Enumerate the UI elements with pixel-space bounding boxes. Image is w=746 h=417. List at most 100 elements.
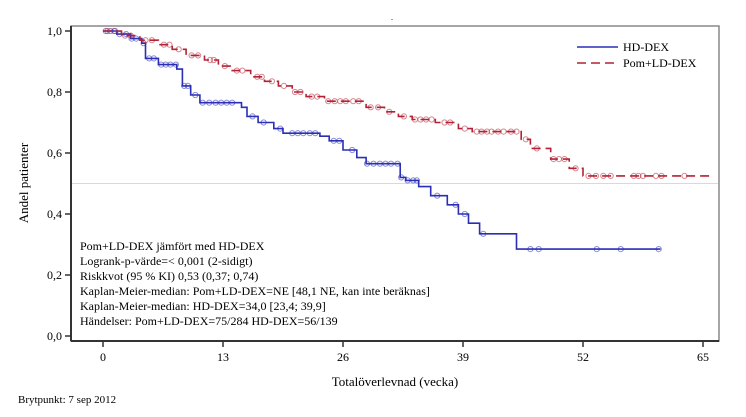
censor-mark [148,37,155,44]
censor-mark [461,125,468,132]
censor-mark [500,128,507,135]
censor-mark [461,210,468,218]
km-curve-pom-ld-dex [103,30,713,177]
annotation-line: Kaplan-Meier-median: Pom+LD-DEX=NE [48,1… [80,284,430,298]
censor-mark [162,61,169,68]
censor-mark [600,172,607,179]
censor-mark [280,82,287,90]
censor-mark [336,137,343,144]
censor-mark [172,61,179,68]
censor-mark [206,99,213,106]
series-pom-ld-dex [103,27,713,179]
censor-mark [428,116,435,123]
annotation-line: Pom+LD-DEX jämfört med HD-DEX [80,239,265,253]
x-tick-label: 39 [457,350,469,364]
censor-mark [483,128,491,135]
y-tick-label: 1,0 [47,24,62,38]
censor-mark [522,136,529,143]
censor-mark [607,172,614,179]
censor-mark [166,41,173,48]
censor-mark [386,108,393,115]
censor-mark [260,119,267,126]
censor-mark [184,82,191,90]
x-axis-title: Totalöverlevnad (vecka) [332,374,459,389]
annotation-line: Kaplan-Meier-median: HD-DEX=34,0 [23,4; … [80,299,326,313]
censor-mark [480,230,487,237]
censor-mark [635,172,642,179]
censor-mark [111,27,118,35]
y-tick-label: 0,8 [47,85,62,99]
censor-mark [239,67,246,74]
series-hd-dex [102,27,662,253]
y-tick-label: 0,6 [47,146,62,160]
censor-mark [652,172,660,179]
censor-mark [655,246,662,253]
censor-mark [210,56,217,64]
censor-mark [452,201,459,208]
x-tick-label: 13 [217,350,229,364]
censor-mark [254,73,261,80]
censor-mark [630,172,637,179]
censor-mark [617,246,624,253]
km-curve-hd-dex [103,30,661,250]
censor-mark [681,172,688,179]
censor-mark [300,130,307,137]
censor-mark [175,46,182,53]
censor-mark [355,98,362,105]
x-tick-label: 26 [337,350,349,364]
censor-mark [104,27,111,35]
legend: HD-DEX Pom+LD-DEX [577,40,697,70]
censor-mark [592,172,600,179]
censor-mark [398,174,405,181]
censor-mark [142,37,149,44]
censor-mark [127,32,134,39]
censor-mark [181,82,188,90]
legend-label-pom-ld-dex: Pom+LD-DEX [623,56,697,70]
censor-mark [413,177,420,184]
censor-mark [363,160,371,167]
censor-mark [146,55,153,62]
x-tick-label: 65 [697,350,709,364]
chart-title: . [391,13,393,22]
censor-mark [394,160,401,167]
y-tick-label: 0,4 [47,207,62,221]
annotation-line: Logrank-p-värde=< 0,001 (2-sidigt) [80,254,253,268]
y-axis-title: Andel patienter [16,142,31,223]
censor-mark [133,35,140,42]
censor-mark [639,172,647,179]
censor-mark [268,78,275,85]
censor-mark [229,99,236,106]
censor-mark [277,125,284,132]
censor-mark [314,93,321,100]
censor-mark [535,246,542,253]
censor-mark [297,88,304,96]
censor-mark [400,113,407,120]
censor-mark [527,246,534,253]
censor-mark [367,104,374,111]
censor-mark [150,55,157,62]
footnote: Brytpunkt: 7 sep 2012 [18,394,117,406]
censor-mark [192,91,199,99]
censor-mark [658,172,665,179]
censor-mark [249,113,256,120]
x-tick-label: 52 [577,350,589,364]
censor-mark [195,52,202,59]
censor-mark [561,156,568,163]
censor-mark [447,119,454,126]
censor-mark [572,165,579,172]
y-tick-label: 0,2 [47,268,62,282]
censor-mark [488,128,495,135]
censor-mark [221,63,228,70]
censor-mark [370,160,377,167]
censor-mark [207,56,214,64]
censor-mark [387,160,395,167]
censor-mark [258,73,265,80]
annotation-line: Händelser: Pom+LD-DEX=75/284 HD-DEX=56/1… [80,314,338,328]
censor-mark [199,99,206,106]
censor-mark [188,52,195,59]
censor-mark [533,145,540,152]
censor-mark [312,130,319,137]
annotation-line: Riskkvot (95 % KI) 0,53 (0,37; 0,74) [80,269,258,283]
legend-label-hd-dex: HD-DEX [623,40,669,54]
